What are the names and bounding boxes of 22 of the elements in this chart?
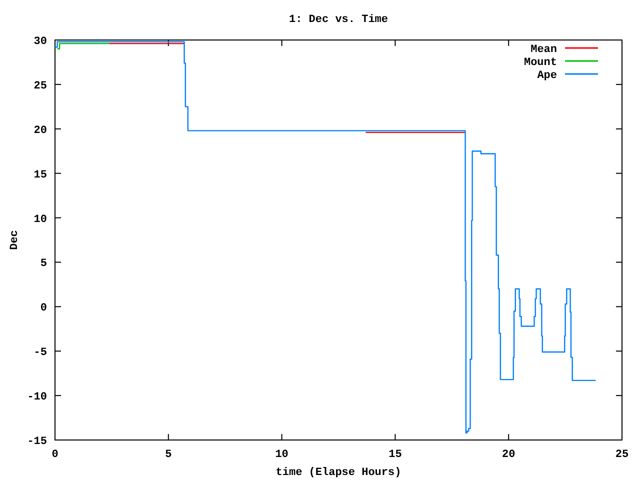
legend-label: Ape — [537, 70, 558, 82]
y-tick-label: -15 — [27, 436, 48, 448]
y-tick-label: 30 — [34, 36, 47, 48]
x-tick-label: 5 — [165, 449, 172, 461]
y-tick-label: 15 — [34, 169, 48, 182]
x-tick-label: 0 — [52, 449, 58, 461]
y-axis-title: Dec — [9, 230, 21, 250]
x-tick-label: 25 — [615, 449, 629, 461]
legend-label: Mount — [524, 57, 557, 69]
y-tick-label: 25 — [34, 80, 48, 92]
x-tick-label: 20 — [502, 449, 516, 461]
x-tick-label: 15 — [388, 449, 402, 461]
y-tick-label: 20 — [34, 124, 47, 137]
y-tick-label: 10 — [34, 214, 47, 226]
legend-label: Mean — [530, 44, 557, 56]
chart-title: 1: Dec vs. Time — [288, 14, 388, 26]
y-tick-label: 0 — [40, 302, 47, 315]
x-axis-title: time (Elapse Hours) — [276, 467, 402, 479]
y-tick-label: -10 — [27, 392, 47, 404]
y-tick-label: -5 — [34, 347, 48, 360]
x-tick-label: 10 — [275, 449, 288, 461]
y-tick-label: 5 — [40, 258, 48, 270]
